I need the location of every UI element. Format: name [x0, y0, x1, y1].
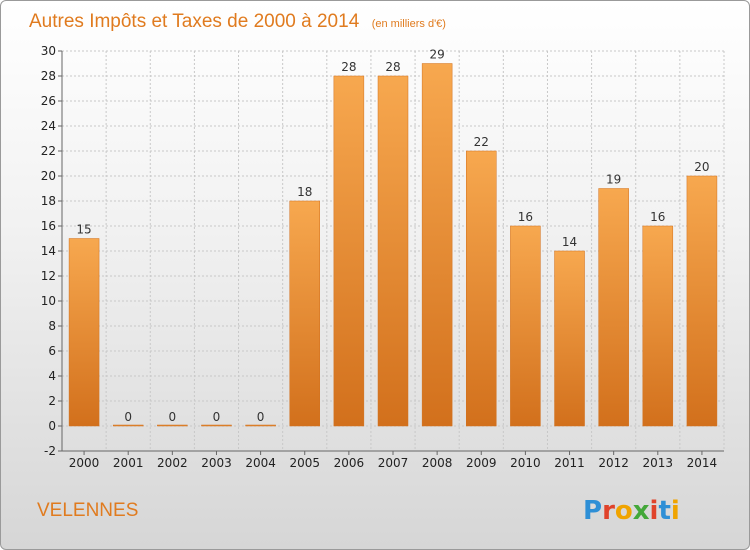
data-label-2010: 16: [518, 210, 533, 224]
y-tick-label: 30: [41, 44, 56, 58]
y-tick-label: 14: [41, 244, 56, 258]
grid-lines: [61, 50, 725, 452]
x-tick-label: 2008: [422, 456, 453, 470]
x-tick-label: 2010: [510, 456, 541, 470]
data-label-2003: 0: [213, 410, 221, 424]
data-label-2005: 18: [297, 185, 312, 199]
data-label-2001: 0: [124, 410, 132, 424]
bar-2002: [157, 424, 188, 427]
bar-2011: [554, 250, 585, 427]
x-tick-label: 2004: [245, 456, 276, 470]
proxiti-logo: Proxiti: [583, 496, 680, 526]
chart-title-unit: (en milliers d'€): [372, 18, 446, 30]
y-tick-label: 24: [41, 119, 56, 133]
bar-2012: [598, 188, 629, 427]
y-tick-label: 12: [41, 269, 56, 283]
bar-2014: [686, 175, 718, 427]
x-tick-label: 2013: [643, 456, 674, 470]
data-label-2014: 20: [694, 160, 709, 174]
y-tick-label: 10: [41, 294, 56, 308]
bar-2010: [510, 225, 541, 427]
x-tick-label: 2012: [598, 456, 629, 470]
proxiti-logo-text: Proxiti: [583, 496, 680, 526]
data-label-2008: 29: [429, 48, 444, 62]
bar-2007: [377, 75, 409, 427]
bar-2009: [466, 150, 497, 427]
data-label-2012: 19: [606, 173, 621, 187]
chart-title: Autres Impôts et Taxes de 2000 à 2014 (e…: [29, 11, 446, 32]
x-tick-label: 2001: [113, 456, 144, 470]
bar-2006: [333, 75, 365, 427]
y-tick-label: 16: [41, 219, 56, 233]
bar-2001: [112, 424, 144, 427]
data-label-2000: 15: [76, 223, 91, 237]
data-label-2002: 0: [169, 410, 177, 424]
bars: [68, 63, 718, 427]
x-tick-label: 2006: [334, 456, 365, 470]
bar-2008: [421, 63, 453, 427]
data-label-2004: 0: [257, 410, 265, 424]
bar-2000: [68, 238, 100, 427]
data-label-2007: 28: [385, 60, 400, 74]
y-tick-label: 4: [48, 369, 56, 383]
bar-2013: [642, 225, 674, 427]
data-label-2013: 16: [650, 210, 665, 224]
x-tick-label: 2009: [466, 456, 497, 470]
x-tick-label: 2005: [289, 456, 320, 470]
y-tick-label: 0: [48, 419, 56, 433]
x-tick-label: 2003: [201, 456, 232, 470]
y-tick-label: 20: [41, 169, 56, 183]
x-tick-label: 2000: [69, 456, 100, 470]
data-labels: 15 0 0 0 0 18 28 28 29 22 16 14 19 16 20: [76, 48, 709, 425]
y-tick-label: -2: [44, 444, 56, 458]
chart-title-main: Autres Impôts et Taxes de 2000 à 2014: [29, 11, 360, 32]
x-tick-label: 2002: [157, 456, 188, 470]
x-tick-label: 2014: [687, 456, 718, 470]
bar-2005: [289, 200, 320, 427]
x-tick-label: 2007: [378, 456, 409, 470]
bar-2004: [245, 424, 276, 427]
y-tick-label: 18: [41, 194, 56, 208]
y-tick-label: 2: [48, 394, 56, 408]
y-tick-label: 26: [41, 94, 56, 108]
data-label-2006: 28: [341, 60, 356, 74]
data-label-2009: 22: [474, 135, 489, 149]
data-label-2011: 14: [562, 235, 577, 249]
y-tick-label: 28: [41, 69, 56, 83]
x-tick-label: 2011: [554, 456, 585, 470]
y-tick-label: 22: [41, 144, 56, 158]
bar-2003: [201, 424, 232, 427]
y-tick-label: 8: [48, 319, 56, 333]
commune-name: VELENNES: [37, 500, 138, 521]
y-tick-label: 6: [48, 344, 56, 358]
